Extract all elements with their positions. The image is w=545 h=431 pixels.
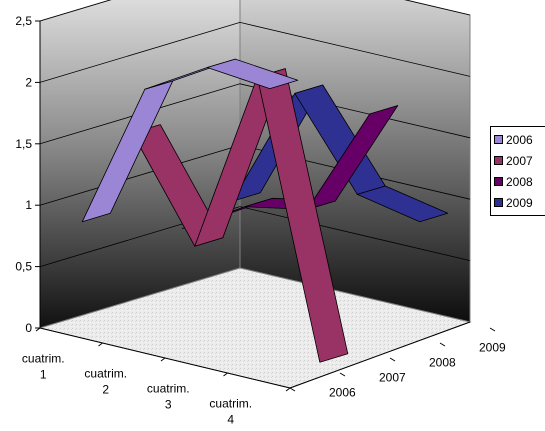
gridline-left-4 [39, 22, 241, 83]
gridline-back-5 [404, 0, 471, 16]
ribbon-segment-2008-3 [306, 105, 399, 210]
x-tick-mark-4 [285, 387, 291, 392]
y-tick-label-5: 2,5 [15, 14, 32, 28]
legend-label-2007: 2007 [506, 153, 533, 168]
axes: 0 0,5 1 1,5 2 2,5 cuatrim. 1 cuatrim. 2 cuatrim. 3 c… [15, 14, 506, 427]
legend-swatch-2007 [494, 156, 503, 165]
depth-tick-mark-4 [489, 327, 496, 332]
x-tick-label-1: cuatrim. 1 [22, 352, 65, 382]
depth-tick-label-2006: 2006 [329, 386, 356, 400]
series-ribbons [81, 58, 449, 363]
series-ribbon-2006 [81, 58, 299, 223]
depth-tick-mark-2 [389, 357, 396, 362]
legend-item-2008: 2008 [494, 171, 545, 192]
x-tick-label-4: cuatrim. 4 [209, 397, 252, 427]
ribbon-segment-2007-3 [256, 68, 349, 363]
gridline-back-4 [239, 22, 471, 77]
gridline-left-5 [39, 0, 112, 22]
legend-item-2007: 2007 [494, 150, 545, 171]
x-tick-mark-1 [98, 342, 103, 347]
legend-item-2006: 2006 [494, 129, 545, 150]
legend-label-2006: 2006 [506, 132, 533, 147]
legend-swatch-2009 [494, 198, 503, 207]
y-tick-label-0: 0 [25, 321, 32, 335]
depth-tick-mark-1 [339, 372, 346, 377]
y-tick-label-1: 0,5 [15, 260, 32, 274]
x-tick-label-3: cuatrim. 3 [147, 382, 190, 412]
ribbon-segment-2006-3 [206, 58, 299, 89]
gridline-back-1 [239, 206, 471, 261]
depth-tick-label-2009: 2009 [479, 341, 506, 355]
ribbon-segment-2009-3 [356, 185, 449, 223]
depth-tick-label-2008: 2008 [429, 356, 456, 370]
x-tick-mark-2 [160, 357, 166, 362]
legend: 2006 2007 2008 2009 [490, 126, 545, 216]
depth-tick-mark-3 [439, 342, 446, 347]
legend-swatch-2008 [494, 177, 503, 186]
depth-tick-mark-0 [289, 387, 296, 392]
gridline-left-2 [39, 144, 241, 206]
depth-tick-label-2007: 2007 [379, 371, 406, 385]
y-tick-label-4: 2 [25, 75, 32, 89]
series-ribbon-2007 [131, 68, 349, 363]
legend-label-2009: 2009 [506, 195, 533, 210]
legend-label-2008: 2008 [506, 174, 533, 189]
x-tick-mark-3 [223, 372, 228, 377]
x-tick-mark-0 [35, 327, 41, 332]
legend-item-2009: 2009 [494, 192, 545, 213]
depth-axis-line [289, 321, 471, 389]
y-tick-label-3: 1,5 [15, 137, 32, 151]
y-tick-label-2: 1 [25, 198, 32, 212]
legend-swatch-2006 [494, 135, 503, 144]
x-tick-label-2: cuatrim. 2 [84, 367, 127, 397]
